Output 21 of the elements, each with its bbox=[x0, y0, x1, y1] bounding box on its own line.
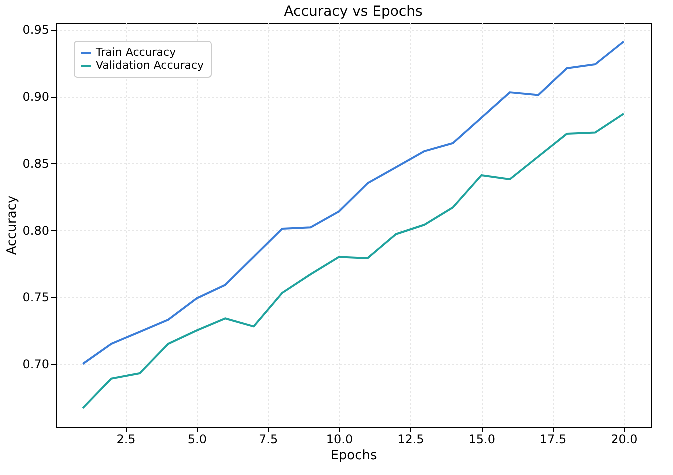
y-axis-title: Accuracy bbox=[4, 196, 20, 256]
legend-label: Train Accuracy bbox=[95, 46, 177, 59]
x-tick-label: 5.0 bbox=[188, 432, 207, 446]
x-tick-label: 15.0 bbox=[468, 432, 496, 446]
y-tick-label: 0.85 bbox=[22, 156, 50, 171]
y-tick-label: 0.80 bbox=[22, 224, 50, 238]
chart-title: Accuracy vs Epochs bbox=[284, 4, 423, 20]
x-tick-label: 12.5 bbox=[398, 432, 424, 446]
line-series bbox=[82, 40, 625, 366]
line-series bbox=[82, 112, 625, 410]
x-axis-title: Epochs bbox=[330, 448, 378, 464]
x-tick-label: 10.0 bbox=[326, 432, 354, 446]
y-tick-label: 0.75 bbox=[22, 290, 50, 305]
y-tick-label: 0.95 bbox=[22, 23, 50, 38]
y-tick-label: 0.70 bbox=[22, 358, 50, 372]
x-tick-label: 2.5 bbox=[116, 432, 136, 446]
legend-label: Validation Accuracy bbox=[96, 59, 205, 72]
x-tick-label: 7.5 bbox=[259, 432, 278, 446]
x-tick-label: 20.0 bbox=[611, 432, 638, 446]
x-tick-label: 17.5 bbox=[540, 432, 567, 446]
y-tick-label: 0.90 bbox=[22, 90, 50, 104]
